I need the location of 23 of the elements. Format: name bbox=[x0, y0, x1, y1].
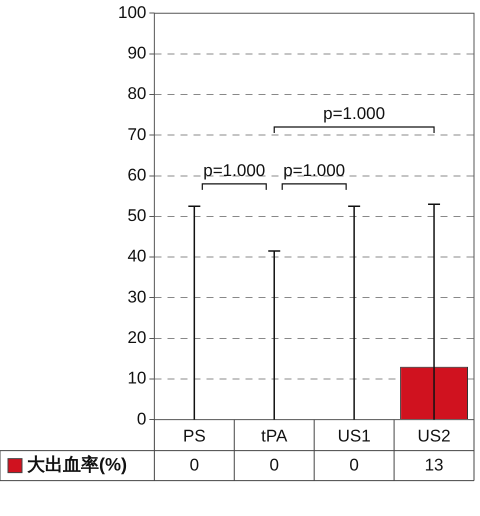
y-tick-label: 70 bbox=[127, 124, 146, 144]
y-tick-label: 30 bbox=[127, 287, 146, 306]
x-tick-label: US1 bbox=[338, 426, 371, 446]
data-label: 13 bbox=[424, 455, 444, 474]
data-label: 0 bbox=[190, 455, 200, 474]
annotation: p=1.000 bbox=[283, 161, 346, 180]
y-tick-label: 40 bbox=[127, 246, 146, 266]
annotation: p=1.000 bbox=[203, 161, 266, 180]
y-tick-label: 80 bbox=[127, 84, 146, 104]
y-tick-label: 50 bbox=[127, 206, 146, 226]
x-tick-label: US2 bbox=[418, 426, 451, 446]
data-label: 0 bbox=[269, 455, 279, 474]
y-tick-label: 0 bbox=[136, 409, 146, 428]
data-label: 0 bbox=[349, 455, 359, 474]
y-tick-label: 90 bbox=[127, 44, 146, 63]
legend-label: 大出血率(%) bbox=[26, 454, 127, 475]
y-tick-label: 10 bbox=[127, 368, 146, 388]
x-tick-label: tPA bbox=[261, 426, 288, 446]
annotation: p=1.000 bbox=[323, 104, 386, 124]
y-tick-label: 100 bbox=[118, 2, 146, 22]
x-tick-label: PS bbox=[182, 426, 206, 446]
y-tick-label: 60 bbox=[127, 165, 146, 184]
y-tick-label: 20 bbox=[127, 328, 146, 348]
